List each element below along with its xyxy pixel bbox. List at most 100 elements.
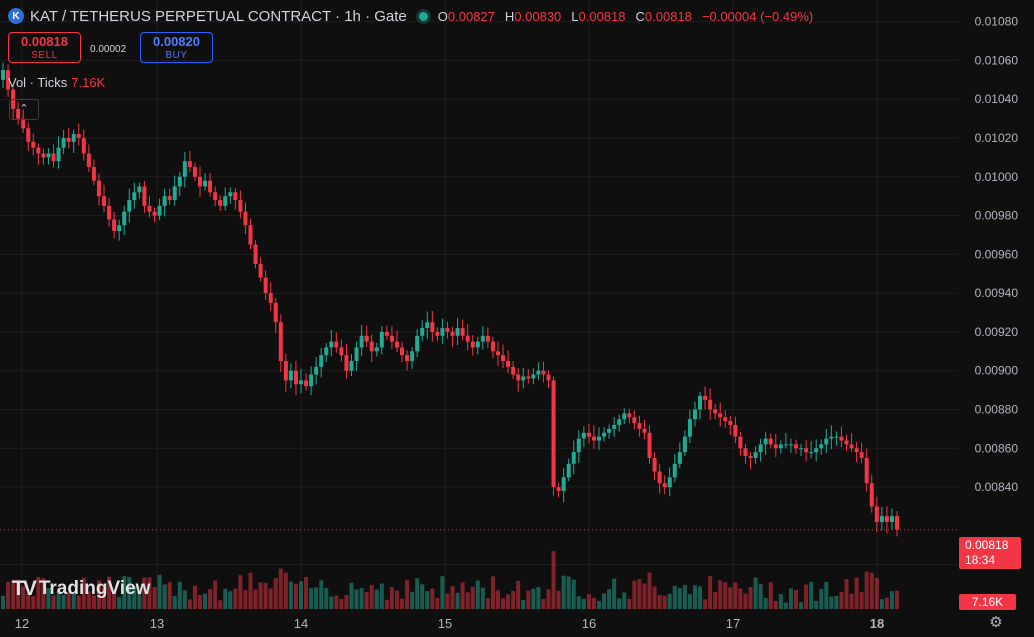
volume-bar bbox=[879, 599, 884, 609]
candle-body bbox=[763, 438, 768, 445]
candle-body bbox=[698, 395, 703, 410]
y-tick-label: 0.01020 bbox=[975, 131, 1019, 145]
volume-bar bbox=[884, 597, 889, 609]
volume-bar bbox=[824, 581, 829, 609]
ohlc-change: −0.00004 (−0.49%) bbox=[701, 8, 814, 24]
candle-body bbox=[445, 328, 450, 332]
volume-bar bbox=[667, 593, 672, 609]
candle-body bbox=[354, 347, 359, 361]
volume-bar bbox=[233, 588, 238, 609]
volume-bar bbox=[11, 579, 16, 609]
candle-body bbox=[576, 438, 581, 453]
candle-body bbox=[602, 432, 607, 437]
candle-body bbox=[288, 370, 293, 381]
candle-body bbox=[485, 335, 490, 342]
volume-bar bbox=[778, 594, 783, 609]
volume-bar bbox=[586, 594, 591, 609]
volume-bar bbox=[708, 576, 713, 609]
candle-body bbox=[475, 341, 480, 348]
volume-bar bbox=[672, 585, 677, 609]
volume-bar bbox=[516, 580, 521, 609]
volume-bar bbox=[566, 576, 571, 609]
candle-body bbox=[521, 376, 526, 381]
buy-button[interactable]: 0.00820 BUY bbox=[140, 32, 213, 63]
volume-bar bbox=[763, 598, 768, 609]
market-status-dot-icon bbox=[418, 11, 428, 21]
candle-body bbox=[536, 370, 541, 375]
candle-body bbox=[581, 432, 586, 439]
candle-body bbox=[349, 360, 354, 371]
volume-bar bbox=[546, 589, 551, 609]
chevron-up-icon[interactable]: ⌃ bbox=[9, 99, 39, 120]
volume-bar bbox=[157, 574, 162, 609]
volume-bar bbox=[485, 598, 490, 609]
volume-bar bbox=[743, 593, 748, 609]
volume-bar bbox=[849, 593, 854, 609]
tradingview-logo[interactable]: TV TradingView bbox=[12, 577, 151, 600]
candle-body bbox=[405, 355, 410, 361]
candle-body bbox=[495, 351, 500, 356]
candle-body bbox=[677, 452, 682, 464]
candle-body bbox=[713, 409, 718, 414]
sell-button[interactable]: 0.00818 SELL bbox=[8, 32, 81, 63]
volume-bar bbox=[783, 602, 788, 609]
volume-bar bbox=[536, 587, 541, 609]
volume-bar bbox=[192, 585, 197, 609]
symbol-title[interactable]: KAT / TETHERUS PERPETUAL CONTRACT · 1h ·… bbox=[30, 7, 407, 25]
volume-bar bbox=[874, 577, 879, 609]
volume-bar bbox=[864, 571, 869, 609]
volume-bar bbox=[682, 584, 687, 609]
x-tick-label: 18 bbox=[870, 616, 884, 631]
volume-bar bbox=[309, 588, 314, 609]
volume-bar bbox=[405, 579, 410, 609]
y-tick-label: 0.00840 bbox=[975, 480, 1019, 494]
volume-bar bbox=[657, 595, 662, 609]
volume-bar bbox=[364, 592, 369, 609]
volume-bar bbox=[6, 581, 11, 609]
gear-icon[interactable]: ⚙ bbox=[989, 614, 1003, 631]
candle-body bbox=[76, 134, 81, 138]
volume-bar bbox=[713, 591, 718, 609]
candle-body bbox=[147, 205, 152, 212]
volume-bar bbox=[480, 587, 485, 609]
volume-bar bbox=[394, 590, 399, 609]
x-tick-label: 12 bbox=[15, 616, 29, 631]
buy-price: 0.00820 bbox=[153, 34, 200, 49]
volume-bar bbox=[758, 584, 763, 609]
candle-body bbox=[612, 424, 617, 429]
y-tick-label: 0.00860 bbox=[975, 441, 1019, 455]
candle-body bbox=[268, 293, 273, 303]
candle-body bbox=[571, 452, 576, 464]
volume-bar bbox=[773, 601, 778, 609]
candle-body bbox=[258, 264, 263, 278]
volume-bar bbox=[541, 598, 546, 609]
candle-body bbox=[233, 192, 238, 201]
candle-body bbox=[430, 322, 435, 332]
volume-bar bbox=[460, 582, 465, 609]
volume-bar bbox=[203, 593, 208, 609]
volume-legend[interactable]: Vol · Ticks 7.16K bbox=[8, 75, 105, 90]
candle-body bbox=[662, 483, 667, 488]
candle-body bbox=[657, 471, 662, 484]
y-tick-label: 0.01060 bbox=[975, 53, 1019, 67]
volume-bar bbox=[692, 585, 697, 609]
candle-body bbox=[637, 423, 642, 429]
volume-bar bbox=[718, 580, 723, 609]
volume-bar bbox=[359, 588, 364, 609]
volume-bar bbox=[299, 581, 303, 609]
x-tick-label: 13 bbox=[150, 616, 164, 631]
candle-body bbox=[541, 370, 546, 375]
candle-body bbox=[799, 448, 804, 450]
volume-bar bbox=[793, 589, 798, 609]
candle-body bbox=[384, 331, 389, 336]
candle-body bbox=[561, 477, 566, 491]
volume-bar bbox=[738, 588, 743, 609]
volume-bar bbox=[556, 590, 561, 609]
candle-body bbox=[238, 200, 243, 212]
chart-header: K KAT / TETHERUS PERPETUAL CONTRACT · 1h… bbox=[8, 6, 823, 26]
candle-body bbox=[187, 161, 192, 168]
candle-body bbox=[309, 374, 314, 387]
volume-bar bbox=[152, 587, 157, 609]
candle-body bbox=[834, 436, 839, 438]
